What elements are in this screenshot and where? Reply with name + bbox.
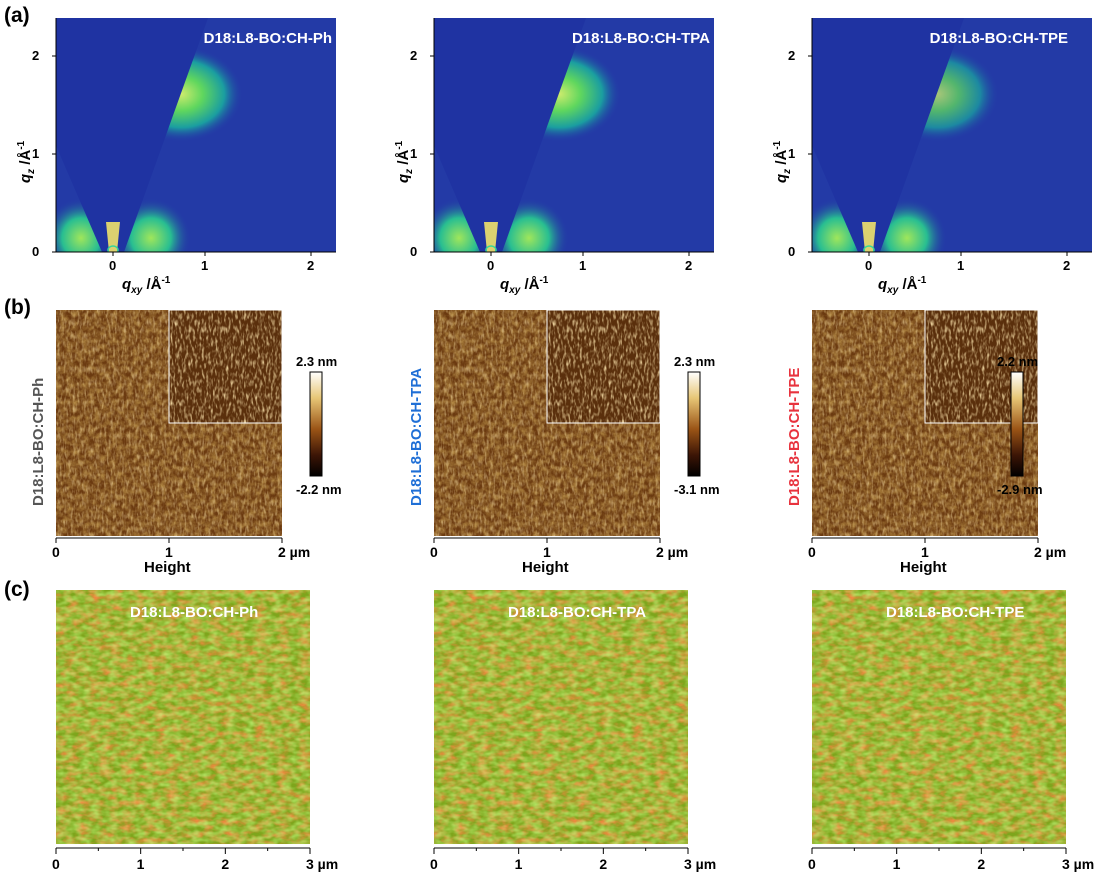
afm-colorbar-min: -2.2 nm	[296, 482, 342, 497]
giwaxs-scattering-pattern	[56, 18, 243, 252]
afm-xtick-label: 0	[52, 544, 60, 560]
colormap-panel-tpa: 0 1 2 3 µm D18:L8-BO:CH-TPA	[378, 582, 748, 883]
afm-xtick-label: 0	[430, 544, 438, 560]
afm-xtick-label: 2 µm	[656, 544, 689, 560]
giwaxs-xtick-label: 2	[307, 258, 315, 273]
giwaxs-ytick-label: 1	[410, 146, 418, 161]
afm-xtick-label: 2 µm	[278, 544, 311, 560]
giwaxs-image	[808, 18, 1092, 256]
giwaxs-scattering-pattern	[434, 18, 621, 252]
colormap-xtick-label: 0	[52, 856, 60, 872]
giwaxs-y-axis-title: qz /Å-1	[394, 140, 415, 183]
giwaxs-image	[430, 18, 714, 256]
afm-xtick-label: 1	[165, 544, 173, 560]
giwaxs-xtick-label: 0	[487, 258, 495, 273]
afm-sample-side-label: D18:L8-BO:CH-TPA	[408, 367, 425, 506]
colormap-xtick-label: 0	[430, 856, 438, 872]
afm-inset-image	[546, 309, 661, 424]
afm-inset-image	[168, 309, 283, 424]
colormap-sample-title: D18:L8-BO:CH-Ph	[130, 604, 259, 621]
colormap-panel-ph: 0 1 2 3 µm D18:L8-BO:CH-Ph	[0, 582, 370, 883]
giwaxs-sample-title: D18:L8-BO:CH-TPE	[929, 30, 1068, 47]
giwaxs-panel-ph: 0 1 2 0 1 2 qxy /Å-1 qz /Å-1 D18:L8-BO:CH-Ph	[0, 0, 360, 300]
panel-label-b: (b)	[4, 296, 31, 319]
giwaxs-xtick-label: 1	[201, 258, 209, 273]
giwaxs-xtick-label: 0	[109, 258, 117, 273]
giwaxs-xtick-label: 0	[865, 258, 873, 273]
panel-label-c: (c)	[4, 578, 30, 601]
afm-sample-side-label: D18:L8-BO:CH-TPE	[786, 367, 803, 506]
giwaxs-y-axis-title: qz /Å-1	[772, 140, 793, 183]
colormap-sample-title: D18:L8-BO:CH-TPA	[508, 604, 647, 621]
giwaxs-xtick-label: 1	[579, 258, 587, 273]
giwaxs-ytick-label: 0	[788, 244, 796, 259]
giwaxs-image	[52, 18, 336, 256]
afm-panel-tpa: 0 1 2 µm Height D18:L8-BO:CH-TPA 2.3 nm -3.1 n…	[378, 300, 748, 582]
composition-map-image	[56, 590, 310, 844]
giwaxs-ytick-label: 2	[788, 48, 796, 63]
afm-xtick-label: 1	[543, 544, 551, 560]
colormap-xtick-label: 1	[514, 856, 523, 872]
colormap-xtick-label: 0	[808, 856, 816, 872]
giwaxs-xtick-label: 1	[957, 258, 965, 273]
afm-x-axis-title: Height	[900, 559, 947, 576]
afm-panel-tpe: 0 1 2 µm Height D18:L8-BO:CH-TPE 2.2 nm -2.9 n…	[756, 300, 1096, 582]
colormap-xtick-label: 2	[977, 856, 986, 872]
afm-colorbar-max: 2.3 nm	[296, 354, 338, 369]
giwaxs-ytick-label: 2	[410, 48, 418, 63]
afm-xtick-label: 1	[921, 544, 929, 560]
afm-colorbar-min: -3.1 nm	[674, 482, 720, 497]
giwaxs-y-axis-title: qz /Å-1	[16, 140, 37, 183]
giwaxs-x-axis-title: qxy /Å-1	[878, 275, 927, 296]
giwaxs-scattering-pattern	[812, 18, 999, 252]
afm-colorbar-max: 2.3 nm	[674, 354, 716, 369]
colormap-xtick-label: 2	[221, 856, 230, 872]
afm-x-axis-title: Height	[522, 559, 569, 576]
giwaxs-ytick-label: 1	[788, 146, 796, 161]
colormap-xtick-label: 1	[892, 856, 901, 872]
afm-colorbar	[309, 371, 323, 477]
afm-colorbar	[1010, 371, 1024, 477]
afm-colorbar	[687, 371, 701, 477]
giwaxs-panel-tpe: 0 1 2 0 1 2 qxy /Å-1 qz /Å-1 D18:L8-BO:CH-TPE	[756, 0, 1096, 300]
giwaxs-sample-title: D18:L8-BO:CH-Ph	[203, 30, 332, 47]
giwaxs-ytick-label: 0	[32, 244, 40, 259]
colormap-panel-tpe: 0 1 2 3 µm D18:L8-BO:CH-TPE	[756, 582, 1096, 883]
afm-panel-ph: 0 1 2 µm Height D18:L8-BO:CH-Ph 2.3 nm -2.2 nm	[0, 300, 370, 582]
colormap-sample-title: D18:L8-BO:CH-TPE	[886, 604, 1025, 621]
colormap-xtick-label: 3 µm	[306, 856, 339, 872]
afm-xtick-label: 0	[808, 544, 816, 560]
giwaxs-ytick-label: 2	[32, 48, 40, 63]
colormap-xtick-label: 1	[136, 856, 145, 872]
giwaxs-ytick-label: 0	[410, 244, 418, 259]
colormap-xtick-label: 2	[599, 856, 608, 872]
afm-x-axis-title: Height	[144, 559, 191, 576]
giwaxs-x-axis-title: qxy /Å-1	[500, 275, 549, 296]
panel-label-a: (a)	[4, 4, 30, 27]
giwaxs-xtick-label: 2	[685, 258, 693, 273]
giwaxs-x-axis-title: qxy /Å-1	[122, 275, 171, 296]
giwaxs-ytick-label: 1	[32, 146, 40, 161]
afm-colorbar-max: 2.2 nm	[997, 354, 1039, 369]
giwaxs-xtick-label: 2	[1063, 258, 1071, 273]
giwaxs-panel-tpa: 0 1 2 0 1 2 qxy /Å-1 qz /Å-1 D18:L8-BO:CH-TPA	[378, 0, 738, 300]
afm-xtick-label: 2 µm	[1034, 544, 1067, 560]
afm-colorbar-min: -2.9 nm	[997, 482, 1043, 497]
colormap-xtick-label: 3 µm	[1062, 856, 1095, 872]
afm-inset-image	[924, 309, 1039, 424]
composition-map-image	[434, 590, 688, 844]
composition-map-image	[812, 590, 1066, 844]
giwaxs-sample-title: D18:L8-BO:CH-TPA	[571, 30, 710, 47]
colormap-xtick-label: 3 µm	[684, 856, 717, 872]
afm-sample-side-label: D18:L8-BO:CH-Ph	[30, 377, 47, 506]
